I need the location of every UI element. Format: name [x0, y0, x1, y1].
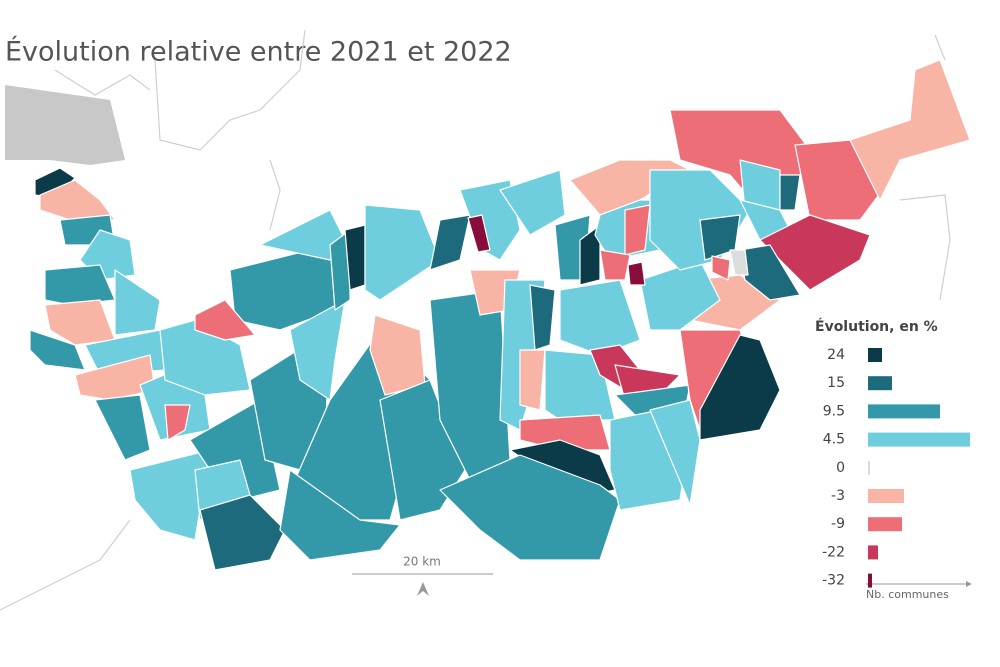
commune [711, 255, 731, 281]
legend-bar [868, 489, 904, 503]
legend: Évolution, en % Nb. communes 24 15 9.5 4.5 0… [815, 318, 972, 601]
commune [759, 214, 871, 291]
legend-label: 4.5 [823, 432, 845, 448]
commune [29, 329, 86, 371]
legend-label: 9.5 [823, 403, 845, 419]
commune [849, 59, 971, 201]
legend-label: 24 [827, 347, 845, 363]
commune [39, 179, 116, 221]
legend-label: -32 [822, 573, 845, 589]
legend-title: Évolution, en % [815, 318, 938, 335]
legend-label: -3 [831, 488, 845, 504]
commune [699, 334, 781, 441]
commune [429, 214, 471, 271]
legend-label: -9 [831, 516, 845, 532]
legend-bar [868, 404, 940, 419]
commune [279, 469, 401, 561]
map-title: Évolution relative entre 2021 et 2022 [5, 36, 512, 68]
commune [779, 174, 801, 211]
commune [164, 404, 191, 441]
scale-bar: 20 km [352, 555, 493, 596]
commune [529, 284, 556, 351]
commune [129, 449, 211, 541]
commune [519, 349, 546, 411]
commune [729, 249, 749, 276]
commune [579, 224, 601, 286]
commune [194, 299, 256, 341]
commune [94, 394, 151, 461]
legend-bar [868, 376, 892, 391]
commune [599, 249, 631, 281]
commune [624, 204, 651, 256]
commune [74, 354, 156, 401]
legend-label: 15 [827, 375, 845, 391]
legend-bar [868, 545, 878, 560]
legend-bar [868, 432, 970, 447]
commune [627, 261, 646, 286]
legend-label: 0 [836, 460, 845, 476]
legend-bar [868, 573, 872, 588]
legend-axis-label: Nb. communes [866, 588, 949, 601]
legend-bar [868, 460, 870, 475]
commune [499, 169, 566, 236]
commune [364, 204, 441, 301]
commune [199, 494, 286, 571]
commune [114, 269, 161, 336]
commune [189, 399, 281, 501]
legend-bar [868, 517, 902, 532]
country-borders [0, 29, 951, 611]
scale-label: 20 km [403, 555, 441, 569]
commune [329, 229, 351, 311]
commune [559, 279, 641, 356]
commune [467, 214, 491, 253]
legend-label: -22 [822, 544, 845, 560]
legend-bar [868, 348, 882, 362]
commune [439, 454, 621, 561]
communes [29, 59, 971, 571]
